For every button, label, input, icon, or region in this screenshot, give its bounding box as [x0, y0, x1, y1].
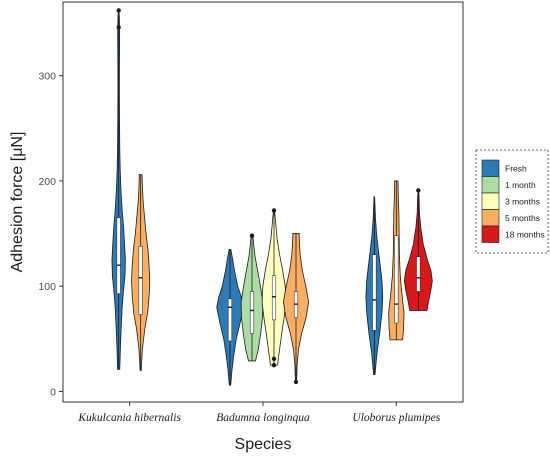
- violin-outlier-point: [116, 25, 121, 30]
- legend-label: 5 months: [505, 213, 540, 223]
- x-axis: Kukulcania hibernalis Badumna longinqua Ul…: [77, 402, 441, 424]
- legend-label: 18 months: [505, 229, 545, 239]
- violin: [216, 248, 244, 386]
- x-axis-title: Species: [235, 436, 292, 453]
- violin: [388, 180, 405, 341]
- violin-outlier-point: [416, 188, 421, 193]
- violin-iqr-box: [394, 235, 399, 324]
- violin: [131, 174, 151, 371]
- violin: [111, 8, 126, 370]
- legend-label: Fresh: [505, 163, 527, 173]
- violin: [282, 233, 310, 385]
- violin-iqr-box: [138, 245, 143, 315]
- violin-iqr-box: [372, 254, 377, 331]
- violin-outlier-point: [116, 8, 121, 13]
- legend-key: [481, 176, 500, 194]
- violin-iqr-box: [271, 275, 277, 321]
- y-axis-title: Adhesion force [μN]: [9, 132, 26, 273]
- plot-panel-border: [62, 1, 464, 403]
- violin: [240, 233, 264, 362]
- violin-outlier-point: [249, 233, 255, 238]
- violin-outlier-point: [271, 208, 277, 213]
- legend-key: [481, 209, 500, 227]
- x-tick-label: Uloborus plumipes: [352, 412, 440, 424]
- legend-key: [481, 225, 500, 243]
- y-tick-label: 300: [38, 71, 56, 83]
- violin: [365, 196, 384, 376]
- violin-outlier-point: [293, 379, 299, 385]
- violin-iqr-box: [116, 217, 121, 294]
- x-tick-label: Badumna longinqua: [216, 412, 310, 424]
- y-tick-label: 0: [50, 386, 56, 398]
- violin: [403, 188, 433, 311]
- legend-label: 3 months: [505, 196, 540, 206]
- legend-label: 1 month: [505, 180, 536, 190]
- legend-key: [481, 159, 500, 177]
- y-tick-label: 100: [38, 281, 56, 293]
- violin: [261, 208, 287, 368]
- violin-iqr-box: [249, 291, 255, 334]
- y-axis: 0 100 200 300: [38, 71, 63, 398]
- violin-outlier-point: [271, 362, 277, 368]
- violins-layer: [111, 8, 433, 386]
- violin-outlier-point: [271, 356, 277, 362]
- y-tick-label: 200: [38, 176, 56, 188]
- violin-iqr-box: [416, 256, 421, 292]
- violin-iqr-box: [227, 298, 233, 342]
- legend: Fresh 1 month 3 months 5 months 18 months: [475, 149, 549, 254]
- legend-key: [481, 192, 500, 210]
- x-tick-label: Kukulcania hibernalis: [77, 412, 181, 424]
